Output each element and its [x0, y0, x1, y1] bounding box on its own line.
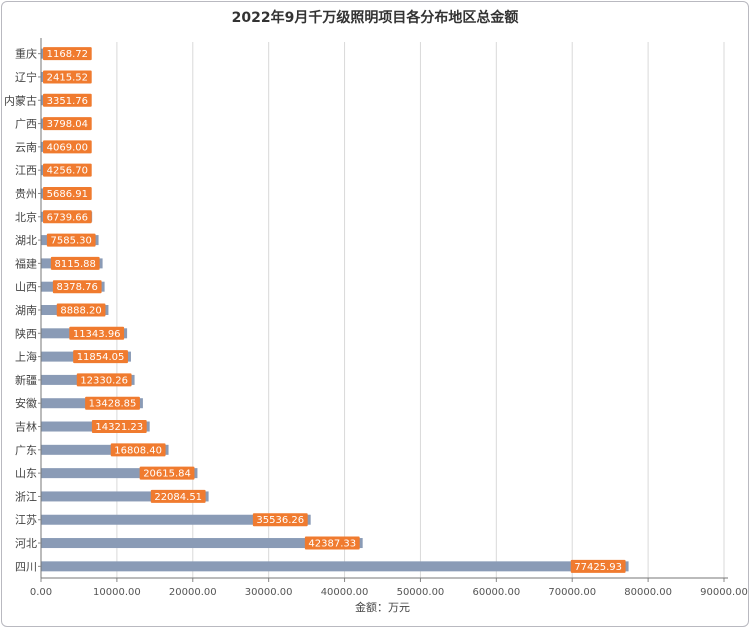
category-label: 内蒙古	[4, 93, 37, 107]
data-label: 11343.96	[73, 329, 121, 340]
data-label: 35536.26	[256, 515, 304, 526]
category-label: 广西	[15, 118, 37, 131]
category-label: 安徽	[15, 396, 37, 410]
category-label: 湖北	[15, 234, 37, 247]
data-label: 77425.93	[574, 562, 622, 573]
data-label-box	[110, 443, 166, 457]
bar	[41, 514, 311, 525]
data-label-box	[91, 420, 147, 434]
category-label: 重庆	[15, 47, 37, 61]
category-label: 云南	[15, 141, 37, 154]
x-tick-label: 90000.00	[700, 587, 748, 598]
data-label: 8115.88	[55, 259, 96, 270]
bar	[41, 444, 169, 455]
x-tick-label: 70000.00	[548, 587, 596, 598]
category-label: 贵州	[15, 187, 37, 200]
bar	[41, 468, 198, 479]
data-label: 4069.00	[47, 142, 88, 153]
data-label-box	[43, 70, 92, 84]
category-label: 湖南	[15, 304, 37, 317]
data-label: 3351.76	[47, 96, 88, 107]
bar	[41, 491, 209, 502]
data-label: 8378.76	[57, 282, 98, 293]
category-label: 山西	[15, 281, 37, 294]
data-label-box	[43, 117, 92, 131]
grid-lines	[116, 42, 725, 578]
data-label-box	[150, 489, 206, 503]
data-label: 42387.33	[308, 539, 356, 550]
category-label: 辽宁	[15, 70, 37, 84]
data-label: 4256.70	[47, 166, 88, 177]
data-label-box	[46, 233, 96, 247]
category-label: 上海	[15, 350, 37, 364]
axes: 0.00 10000.00 20000.00 30000.00 40000.00 5000…	[4, 38, 748, 598]
data-label-box	[56, 303, 106, 317]
data-label-box	[43, 140, 92, 154]
x-tick-label: 50000.00	[397, 587, 445, 598]
category-label: 浙江	[15, 490, 37, 503]
data-label: 14321.23	[95, 422, 143, 433]
x-tick-label: 80000.00	[624, 587, 672, 598]
x-tick-label: 30000.00	[245, 587, 293, 598]
data-label-box	[43, 210, 92, 224]
category-label: 北京	[15, 210, 37, 224]
x-tick-label: 60000.00	[472, 587, 520, 598]
data-label-box	[139, 466, 195, 480]
data-label: 11854.05	[77, 352, 125, 363]
data-label-box	[304, 536, 360, 550]
category-label: 四川	[15, 560, 37, 573]
data-label-box	[73, 350, 128, 364]
data-label: 6739.66	[47, 212, 88, 223]
data-label: 16808.40	[114, 445, 162, 456]
data-label-box	[85, 396, 140, 410]
category-label: 河北	[15, 537, 37, 550]
category-label: 广东	[15, 444, 37, 457]
x-tick-label: 40000.00	[321, 587, 369, 598]
data-label: 12330.26	[80, 375, 128, 386]
bars: 1168.72 2415.52 3351.76 3798.04 4069.00 4256.…	[41, 47, 629, 573]
data-label: 8888.20	[60, 306, 101, 317]
data-label: 5686.91	[47, 189, 88, 200]
data-label: 20615.84	[143, 469, 191, 480]
category-label: 新疆	[15, 373, 37, 387]
category-label: 江西	[15, 164, 37, 177]
data-label: 13428.85	[89, 399, 137, 410]
data-label-box	[76, 373, 132, 387]
data-label-box	[50, 256, 100, 270]
data-label-box	[43, 47, 92, 61]
x-tick-label: 0.00	[30, 587, 52, 598]
data-label-box	[43, 93, 92, 107]
bar	[41, 561, 629, 572]
data-label-box	[69, 326, 125, 340]
data-label-box	[43, 186, 92, 200]
x-axis-title: 金额：万元	[355, 600, 410, 614]
x-tick-label: 20000.00	[169, 587, 217, 598]
category-label: 福建	[15, 256, 37, 270]
data-label-box	[52, 280, 102, 294]
category-label: 吉林	[15, 420, 37, 434]
data-label: 1168.72	[47, 49, 88, 60]
category-label: 江苏	[15, 514, 37, 527]
data-label-box	[43, 163, 92, 177]
bar	[41, 538, 363, 549]
data-label-box	[570, 559, 626, 573]
x-tick-label: 10000.00	[93, 587, 141, 598]
data-label: 7585.30	[51, 236, 92, 247]
data-label: 2415.52	[47, 72, 88, 83]
chart-title: 2022年9月千万级照明项目各分布地区总金额	[231, 10, 519, 26]
data-label-box	[252, 513, 308, 527]
category-label: 陕西	[15, 326, 37, 340]
data-label: 3798.04	[47, 119, 88, 130]
category-label: 山东	[15, 467, 37, 480]
data-label: 22084.51	[154, 492, 202, 503]
